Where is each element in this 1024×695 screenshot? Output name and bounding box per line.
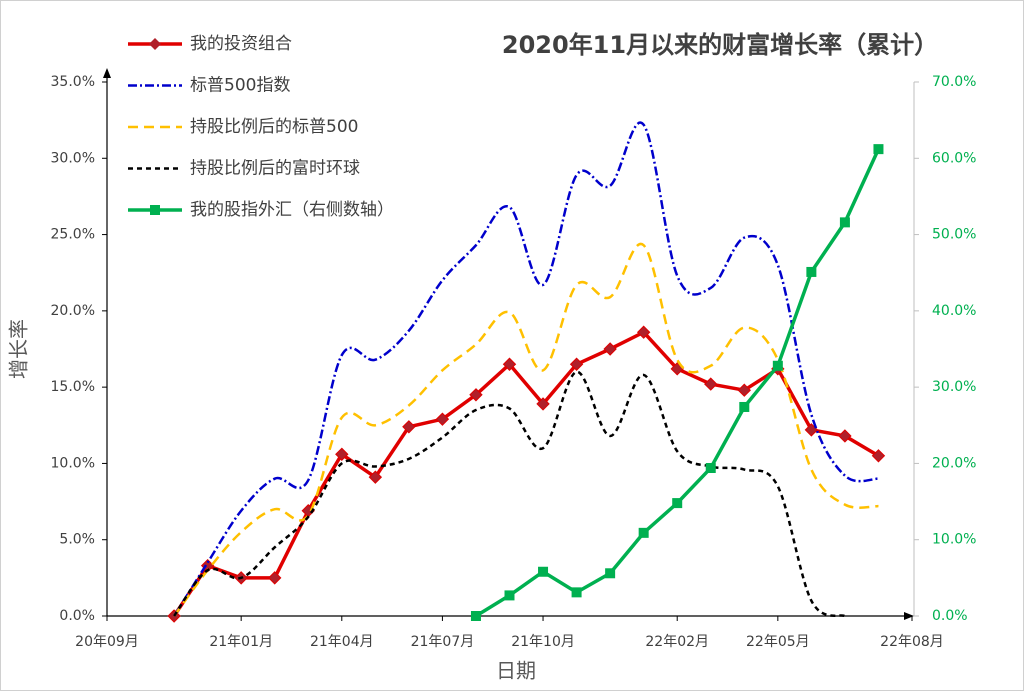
legend-marker	[149, 38, 161, 50]
y-tick-label: 5.0%	[59, 532, 95, 548]
point-marker	[569, 357, 584, 371]
y-axis-label: 增长率	[7, 319, 31, 379]
y2-tick-label: 10.0%	[932, 532, 976, 548]
y2-tick-label: 60.0%	[932, 150, 976, 166]
x-tick-label: 21年10月	[511, 634, 575, 650]
point-marker	[873, 144, 884, 155]
legend-label: 持股比例后的富时环球	[190, 159, 360, 179]
point-marker	[470, 611, 481, 621]
point-marker	[772, 360, 783, 371]
point-marker	[705, 463, 716, 474]
x-axis-arrow	[904, 612, 914, 620]
chart-title: 2020年11月以来的财富增长率（累计）	[502, 31, 938, 59]
y-tick-label: 30.0%	[51, 150, 95, 166]
legend-marker	[150, 205, 160, 215]
point-marker	[704, 377, 718, 391]
point-marker	[737, 383, 751, 397]
point-marker	[871, 449, 886, 463]
point-marker	[603, 342, 617, 356]
x-axis-label: 日期	[496, 659, 536, 683]
point-marker	[469, 388, 483, 402]
y-tick-label: 0.0%	[59, 608, 95, 624]
x-tick-label: 21年01月	[209, 634, 273, 650]
legend-label: 我的投资组合	[190, 34, 292, 54]
point-marker	[368, 470, 383, 484]
legend-label: 持股比例后的标普500	[190, 117, 358, 137]
y-tick-label: 25.0%	[51, 227, 95, 243]
x-tick-label: 21年04月	[310, 634, 374, 650]
point-marker	[838, 429, 852, 443]
x-tick-label: 21年07月	[411, 634, 475, 650]
point-marker	[605, 568, 616, 579]
y2-tick-label: 30.0%	[932, 379, 976, 395]
y-tick-label: 15.0%	[51, 379, 95, 395]
x-tick-label: 22年02月	[645, 634, 709, 650]
point-marker	[268, 571, 282, 585]
point-marker	[504, 590, 515, 601]
y-axis-arrow	[103, 68, 111, 78]
series-line	[173, 121, 879, 617]
point-marker	[502, 357, 517, 371]
y2-tick-label: 0.0%	[932, 608, 968, 624]
point-marker	[335, 447, 349, 461]
y2-tick-label: 70.0%	[932, 74, 976, 90]
y-tick-label: 35.0%	[51, 74, 95, 90]
legend-label: 我的股指外汇（右侧数轴）	[190, 200, 394, 220]
point-marker	[839, 217, 850, 228]
point-marker	[672, 498, 683, 509]
series-line	[172, 330, 880, 617]
y2-tick-label: 50.0%	[932, 227, 976, 243]
x-tick-label: 20年09月	[75, 634, 139, 650]
point-marker	[638, 527, 649, 538]
point-marker	[806, 266, 817, 277]
point-marker	[538, 566, 549, 577]
point-marker	[402, 420, 416, 434]
y2-tick-label: 20.0%	[932, 455, 976, 471]
series-line	[173, 242, 879, 617]
point-marker	[536, 397, 550, 411]
x-tick-label: 22年05月	[746, 634, 810, 650]
point-marker	[571, 587, 582, 598]
y-tick-label: 20.0%	[51, 303, 95, 319]
series-line	[173, 370, 846, 618]
y-tick-label: 10.0%	[51, 455, 95, 471]
x-tick-label: 22年08月	[880, 634, 944, 650]
point-marker	[739, 401, 750, 412]
legend-label: 标普500指数	[190, 76, 290, 96]
point-marker	[435, 412, 450, 426]
y2-tick-label: 40.0%	[932, 303, 976, 319]
point-marker	[636, 325, 651, 339]
